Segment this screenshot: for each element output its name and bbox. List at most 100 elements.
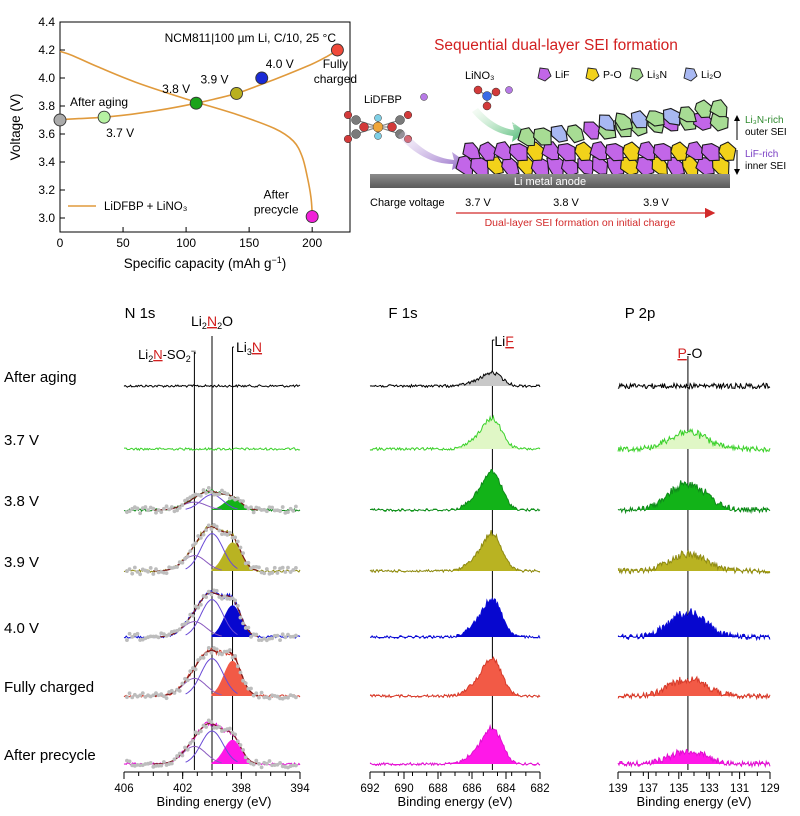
n1s-data-point (185, 678, 190, 683)
n1s-data-point (251, 693, 256, 698)
y-tick-label: 3.0 (38, 211, 55, 225)
n1s-data-point (233, 535, 238, 540)
discharge-curve (59, 50, 313, 214)
row-label-4-0-v: 4.0 V (4, 620, 39, 637)
n1s-data-point (280, 565, 285, 570)
f1s-x-tick-label: 688 (428, 783, 447, 795)
f1s-spectrum-3-7-v (369, 414, 541, 452)
f1s-fill-3-8-v (370, 469, 540, 512)
n1s-data-point (209, 490, 214, 494)
n1s-data-point (288, 506, 293, 511)
n1s-data-point (235, 496, 240, 501)
sei-grain (557, 143, 576, 162)
n1s-li3n-component (211, 739, 253, 764)
n1s-data-point (198, 536, 203, 540)
inner-sei-label: LiF-rich (745, 149, 778, 160)
f1s-x-tick-label: 686 (462, 783, 481, 795)
n1s-data-point (288, 570, 293, 574)
n1s-data-point (233, 732, 238, 737)
n1s-data-point (249, 634, 253, 639)
n1s-data-point (286, 565, 290, 570)
n1s-data-point (257, 761, 261, 766)
n1s-spectrum-after-aging (123, 383, 301, 389)
outer-sei-arrowhead (734, 115, 740, 121)
n1s-data-point (278, 509, 282, 513)
p2p-spectrum-3-7-v (617, 428, 771, 454)
charge-voltage-2: 3.8 V (553, 197, 579, 209)
lidfbp-label: LiDFBP (364, 94, 402, 106)
n1s-data-point (227, 648, 232, 652)
n1s-data-point (293, 763, 298, 768)
n1s-data-point (191, 543, 195, 548)
x-tick-label: 200 (302, 236, 322, 250)
sei-grain (670, 141, 689, 162)
n1s-data-point (241, 678, 245, 683)
n1s-data-point (217, 724, 222, 729)
n1s-data-point (201, 655, 206, 660)
sei-grain (478, 141, 497, 162)
n1s-data-point (272, 565, 277, 570)
n1s-data-point (251, 762, 256, 767)
n1s-data-point (209, 650, 214, 655)
inner-sei-label-2: inner SEI (745, 161, 786, 172)
n1s-data-point (198, 493, 203, 498)
y-tick-label: 3.6 (38, 127, 55, 141)
n1s-spectrum-3-7-v (124, 447, 301, 452)
n1s-data-point (241, 621, 245, 626)
n1s-data-point (132, 692, 137, 697)
f1s-fill-3-9-v (370, 530, 540, 573)
n1s-x-tick-label: 394 (290, 783, 310, 795)
n1s-data-point (293, 566, 298, 570)
n1s-data-point (156, 635, 161, 640)
n1s-data-point (175, 565, 179, 569)
p2p-fill-3-9-v (618, 550, 770, 574)
f1s-fill-after-precycle (370, 725, 540, 766)
y-tick-label: 3.2 (38, 183, 55, 197)
sei-grain (662, 107, 681, 126)
voltage-profile-chart: 0 50 100 150 200 3.0 3.2 3.4 3.6 3.8 4.0 4.2 4.4 Aft… (8, 15, 357, 271)
f1s-fill-3-7-v (370, 416, 540, 451)
n1s-data-point (196, 731, 201, 736)
n1s-data-point (233, 598, 238, 603)
n1s-data-point (130, 634, 135, 639)
sei-grain (462, 142, 481, 160)
sei-grain (583, 121, 601, 140)
sei-grain (566, 124, 585, 144)
n1s-data-point (188, 741, 193, 746)
oxygen-atom (403, 110, 413, 120)
marker-4-0-v (255, 71, 269, 85)
n1s-data-point (172, 691, 177, 695)
sei-grain (637, 141, 656, 161)
n1s-data-point (151, 693, 156, 698)
n1s-data-point (275, 633, 280, 638)
n1s-data-point (235, 539, 240, 544)
voltage-plot-frame (59, 21, 351, 233)
n1s-data-point (251, 510, 256, 515)
n1s-data-point (127, 759, 132, 764)
x-tick-label: 50 (116, 236, 130, 250)
sei-grain (695, 157, 715, 176)
n1s-data-point (209, 592, 214, 597)
n1s-data-point (238, 615, 243, 620)
n1s-data-point (209, 720, 214, 725)
n1s-data-point (127, 691, 132, 696)
n1s-data-point (161, 760, 166, 764)
n1s-data-point (183, 556, 187, 561)
p2p-panel: 139 137 135 133 131 129 P-O (608, 345, 779, 795)
p2p-spectrum-after-aging (617, 381, 771, 391)
marker-fully-charged (330, 43, 344, 57)
n1s-data-point (135, 506, 140, 511)
sei-grain (701, 143, 720, 162)
sei-grain (653, 143, 672, 162)
p2p-x-axis-label: Binding energy (eV) (637, 794, 752, 809)
f1s-fill-fully-charged (370, 657, 540, 698)
sei-grain (501, 157, 520, 178)
n1s-data-point (238, 743, 243, 747)
y-tick-label: 3.4 (38, 155, 55, 169)
sei-grain (718, 141, 737, 162)
n1s-data-point (204, 491, 209, 495)
row-label-3-7-v: 3.7 V (4, 432, 39, 449)
n1s-data-point (206, 523, 211, 528)
f1s-x-tick-label: 682 (530, 783, 549, 795)
voltage-y-axis-label: Voltage (V) (8, 94, 23, 161)
